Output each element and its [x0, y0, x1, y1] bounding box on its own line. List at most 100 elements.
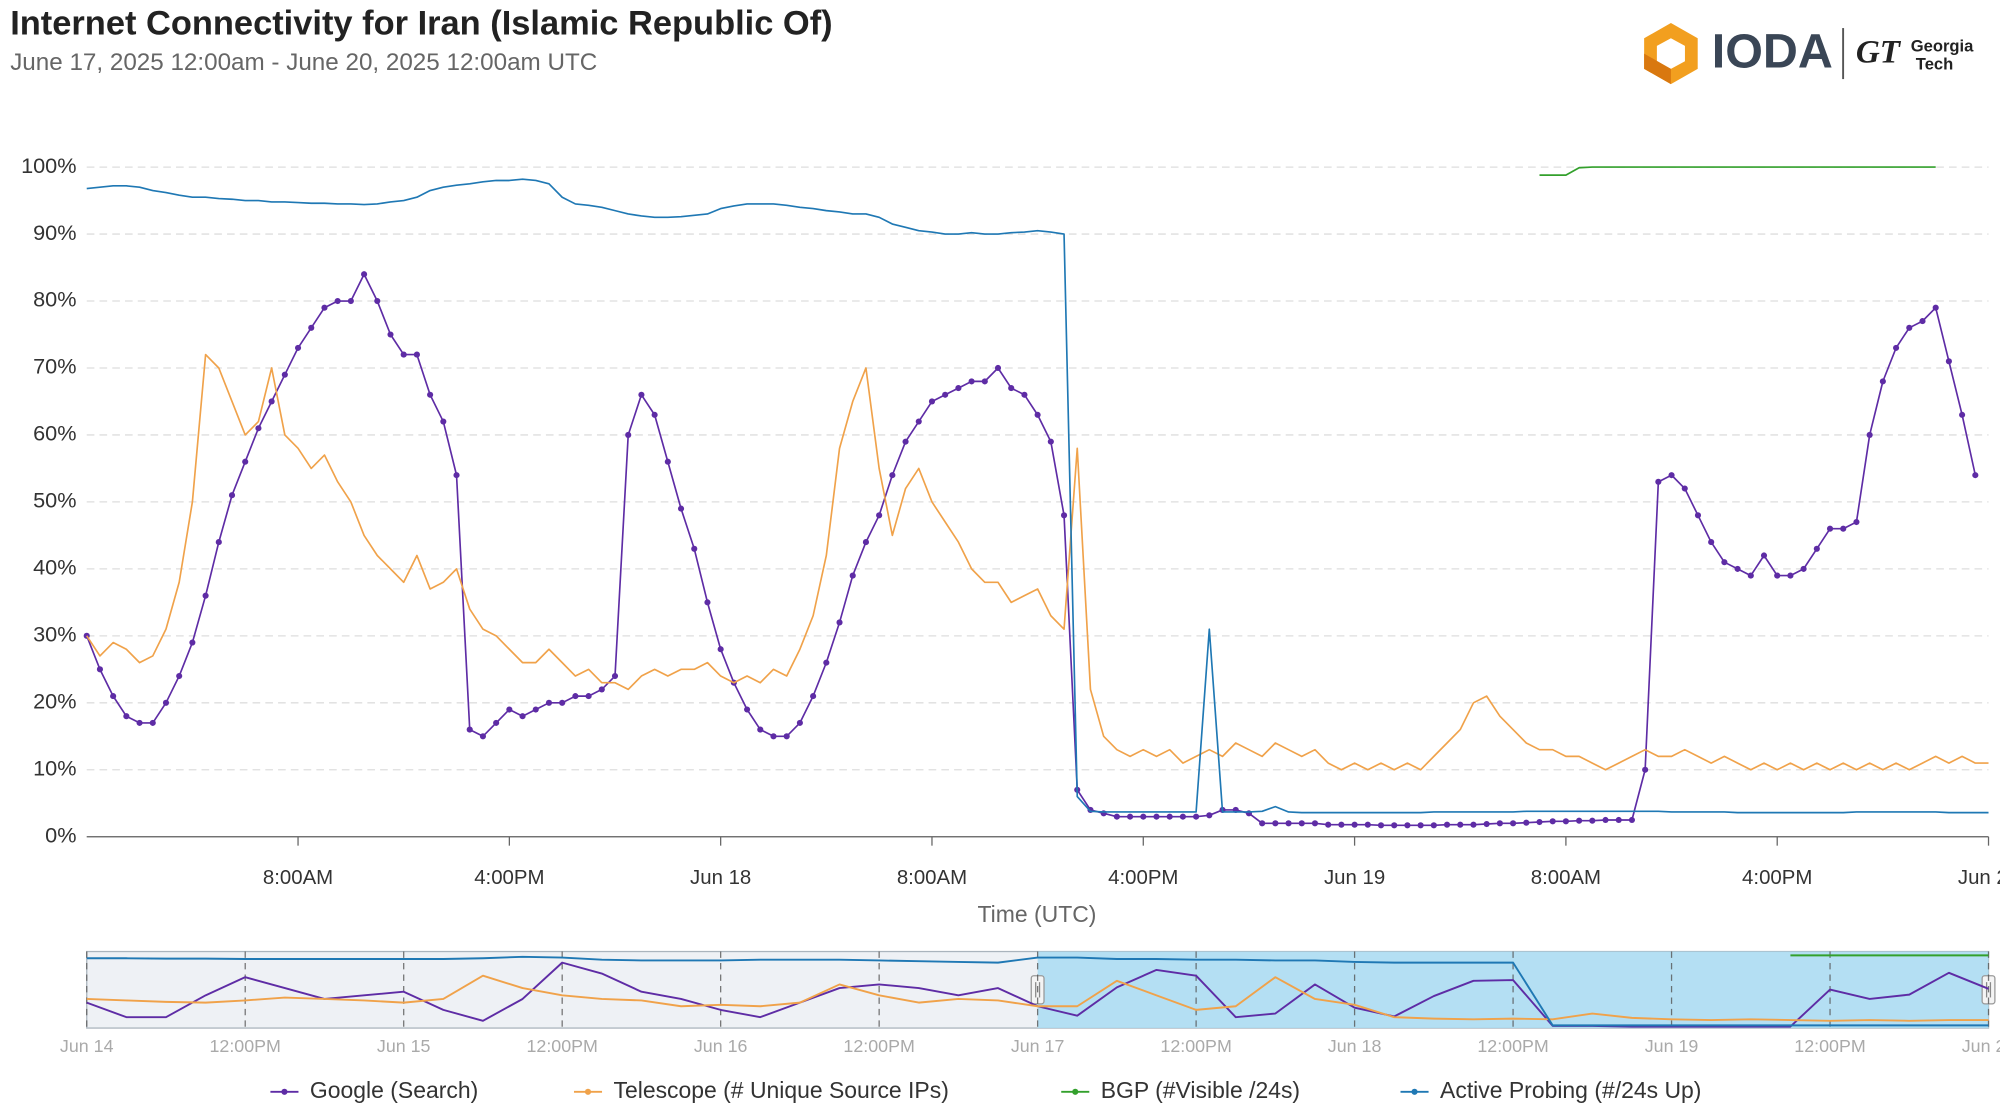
series-line	[86, 178, 1989, 814]
y-tick-label: 80%	[33, 287, 76, 312]
y-tick-label: 10%	[33, 756, 76, 781]
ioda-logo: IODA GT Georgia Tech	[1644, 22, 1974, 85]
series-marker	[1060, 512, 1068, 519]
series-marker	[506, 706, 513, 713]
series-marker	[677, 505, 685, 512]
series-marker	[123, 713, 130, 720]
y-tick-label: 90%	[33, 220, 76, 245]
navigator-tick-label: Jun 16	[694, 1036, 748, 1056]
series-marker	[176, 672, 183, 680]
series-marker	[810, 693, 817, 700]
series-marker	[1021, 391, 1028, 398]
navigator-tick-label: 12:00PM	[1160, 1036, 1231, 1056]
series-marker	[1377, 822, 1385, 829]
series-marker	[664, 458, 671, 465]
navigator-tick-label: 12:00PM	[210, 1036, 281, 1056]
logo-hexagon-inner	[1656, 38, 1685, 69]
legend-item[interactable]: Active Probing (#/24s Up)	[1400, 1077, 1702, 1103]
series-marker	[1721, 559, 1728, 566]
navigator-tick-label: 12:00PM	[1477, 1036, 1548, 1056]
series-marker	[1536, 818, 1543, 826]
series-marker	[202, 592, 209, 599]
series-marker	[1760, 552, 1768, 559]
series-marker	[545, 699, 553, 706]
series-marker	[1576, 817, 1583, 824]
x-tick-label: Jun 18	[690, 867, 751, 889]
legend-label: Telescope (# Unique Source IPs)	[614, 1077, 949, 1103]
series-marker	[862, 539, 869, 546]
series-marker	[1364, 821, 1371, 828]
series-marker	[427, 391, 434, 398]
series-marker	[162, 699, 170, 706]
series-marker	[321, 304, 328, 311]
legend-marker	[1072, 1088, 1079, 1095]
series-line	[86, 353, 1989, 771]
series-marker	[1523, 819, 1530, 826]
series-marker	[1298, 820, 1305, 827]
series-marker	[1919, 318, 1926, 325]
y-tick-label: 30%	[33, 622, 76, 647]
series-marker	[1325, 821, 1332, 828]
y-tick-label: 50%	[33, 488, 76, 513]
y-tick-label: 20%	[33, 689, 76, 714]
series-marker	[361, 271, 368, 278]
series-marker	[1800, 565, 1807, 572]
series-marker	[136, 719, 143, 726]
series-marker	[1602, 816, 1609, 824]
legend-item[interactable]: BGP (#Visible /24s)	[1061, 1077, 1300, 1103]
series-marker	[1153, 813, 1160, 820]
series-marker	[1179, 813, 1186, 820]
legend-marker	[584, 1088, 592, 1095]
series-marker	[559, 699, 566, 706]
series-marker	[413, 351, 420, 358]
y-tick-label: 0%	[45, 822, 76, 847]
x-tick-label: 4:00PM	[1108, 867, 1178, 889]
navigator-tick-label: 12:00PM	[1794, 1036, 1865, 1056]
series-marker	[493, 719, 500, 726]
series-marker	[1681, 485, 1688, 492]
series-marker	[1008, 385, 1015, 392]
series-marker	[1813, 545, 1820, 552]
series-line	[85, 273, 1977, 827]
series-marker	[1430, 822, 1437, 829]
navigator-tick-label: Jun 15	[377, 1036, 431, 1056]
series-marker	[1285, 820, 1292, 827]
series-marker	[1787, 572, 1794, 579]
series-marker	[1879, 378, 1886, 385]
series-marker	[744, 706, 751, 713]
series-marker	[228, 492, 236, 499]
navigator-line	[86, 974, 1989, 1022]
series-marker	[1338, 821, 1345, 828]
series-marker	[149, 719, 156, 726]
legend-item[interactable]: Google (Search)	[270, 1077, 478, 1103]
x-tick-label: Jun 19	[1324, 867, 1385, 889]
series-marker	[757, 726, 764, 733]
series-marker	[955, 385, 962, 392]
series-marker	[1470, 821, 1477, 828]
series-marker	[889, 472, 896, 479]
series-marker	[1906, 324, 1913, 331]
series-marker	[96, 666, 104, 673]
logo-facet	[1644, 53, 1671, 85]
series-line	[1539, 166, 1936, 176]
x-tick-label: 4:00PM	[474, 867, 544, 889]
series-marker	[585, 693, 592, 700]
series-marker	[611, 672, 619, 680]
series-marker	[1166, 813, 1173, 820]
legend-item[interactable]: Telescope (# Unique Source IPs)	[573, 1077, 949, 1103]
legend-label: Google (Search)	[310, 1077, 478, 1103]
series-marker	[1483, 820, 1490, 828]
series-marker	[1972, 472, 1979, 479]
series-marker	[942, 391, 949, 398]
series-marker	[1193, 813, 1200, 820]
series-marker	[215, 539, 222, 546]
series-marker	[1774, 572, 1781, 579]
series-marker	[1932, 304, 1939, 311]
navigator-tick-label: 12:00PM	[526, 1036, 597, 1056]
series-marker	[1826, 525, 1834, 532]
navigator-tick-label: Jun 19	[1645, 1036, 1699, 1056]
series-marker	[1562, 818, 1569, 825]
series-marker	[1443, 821, 1451, 828]
